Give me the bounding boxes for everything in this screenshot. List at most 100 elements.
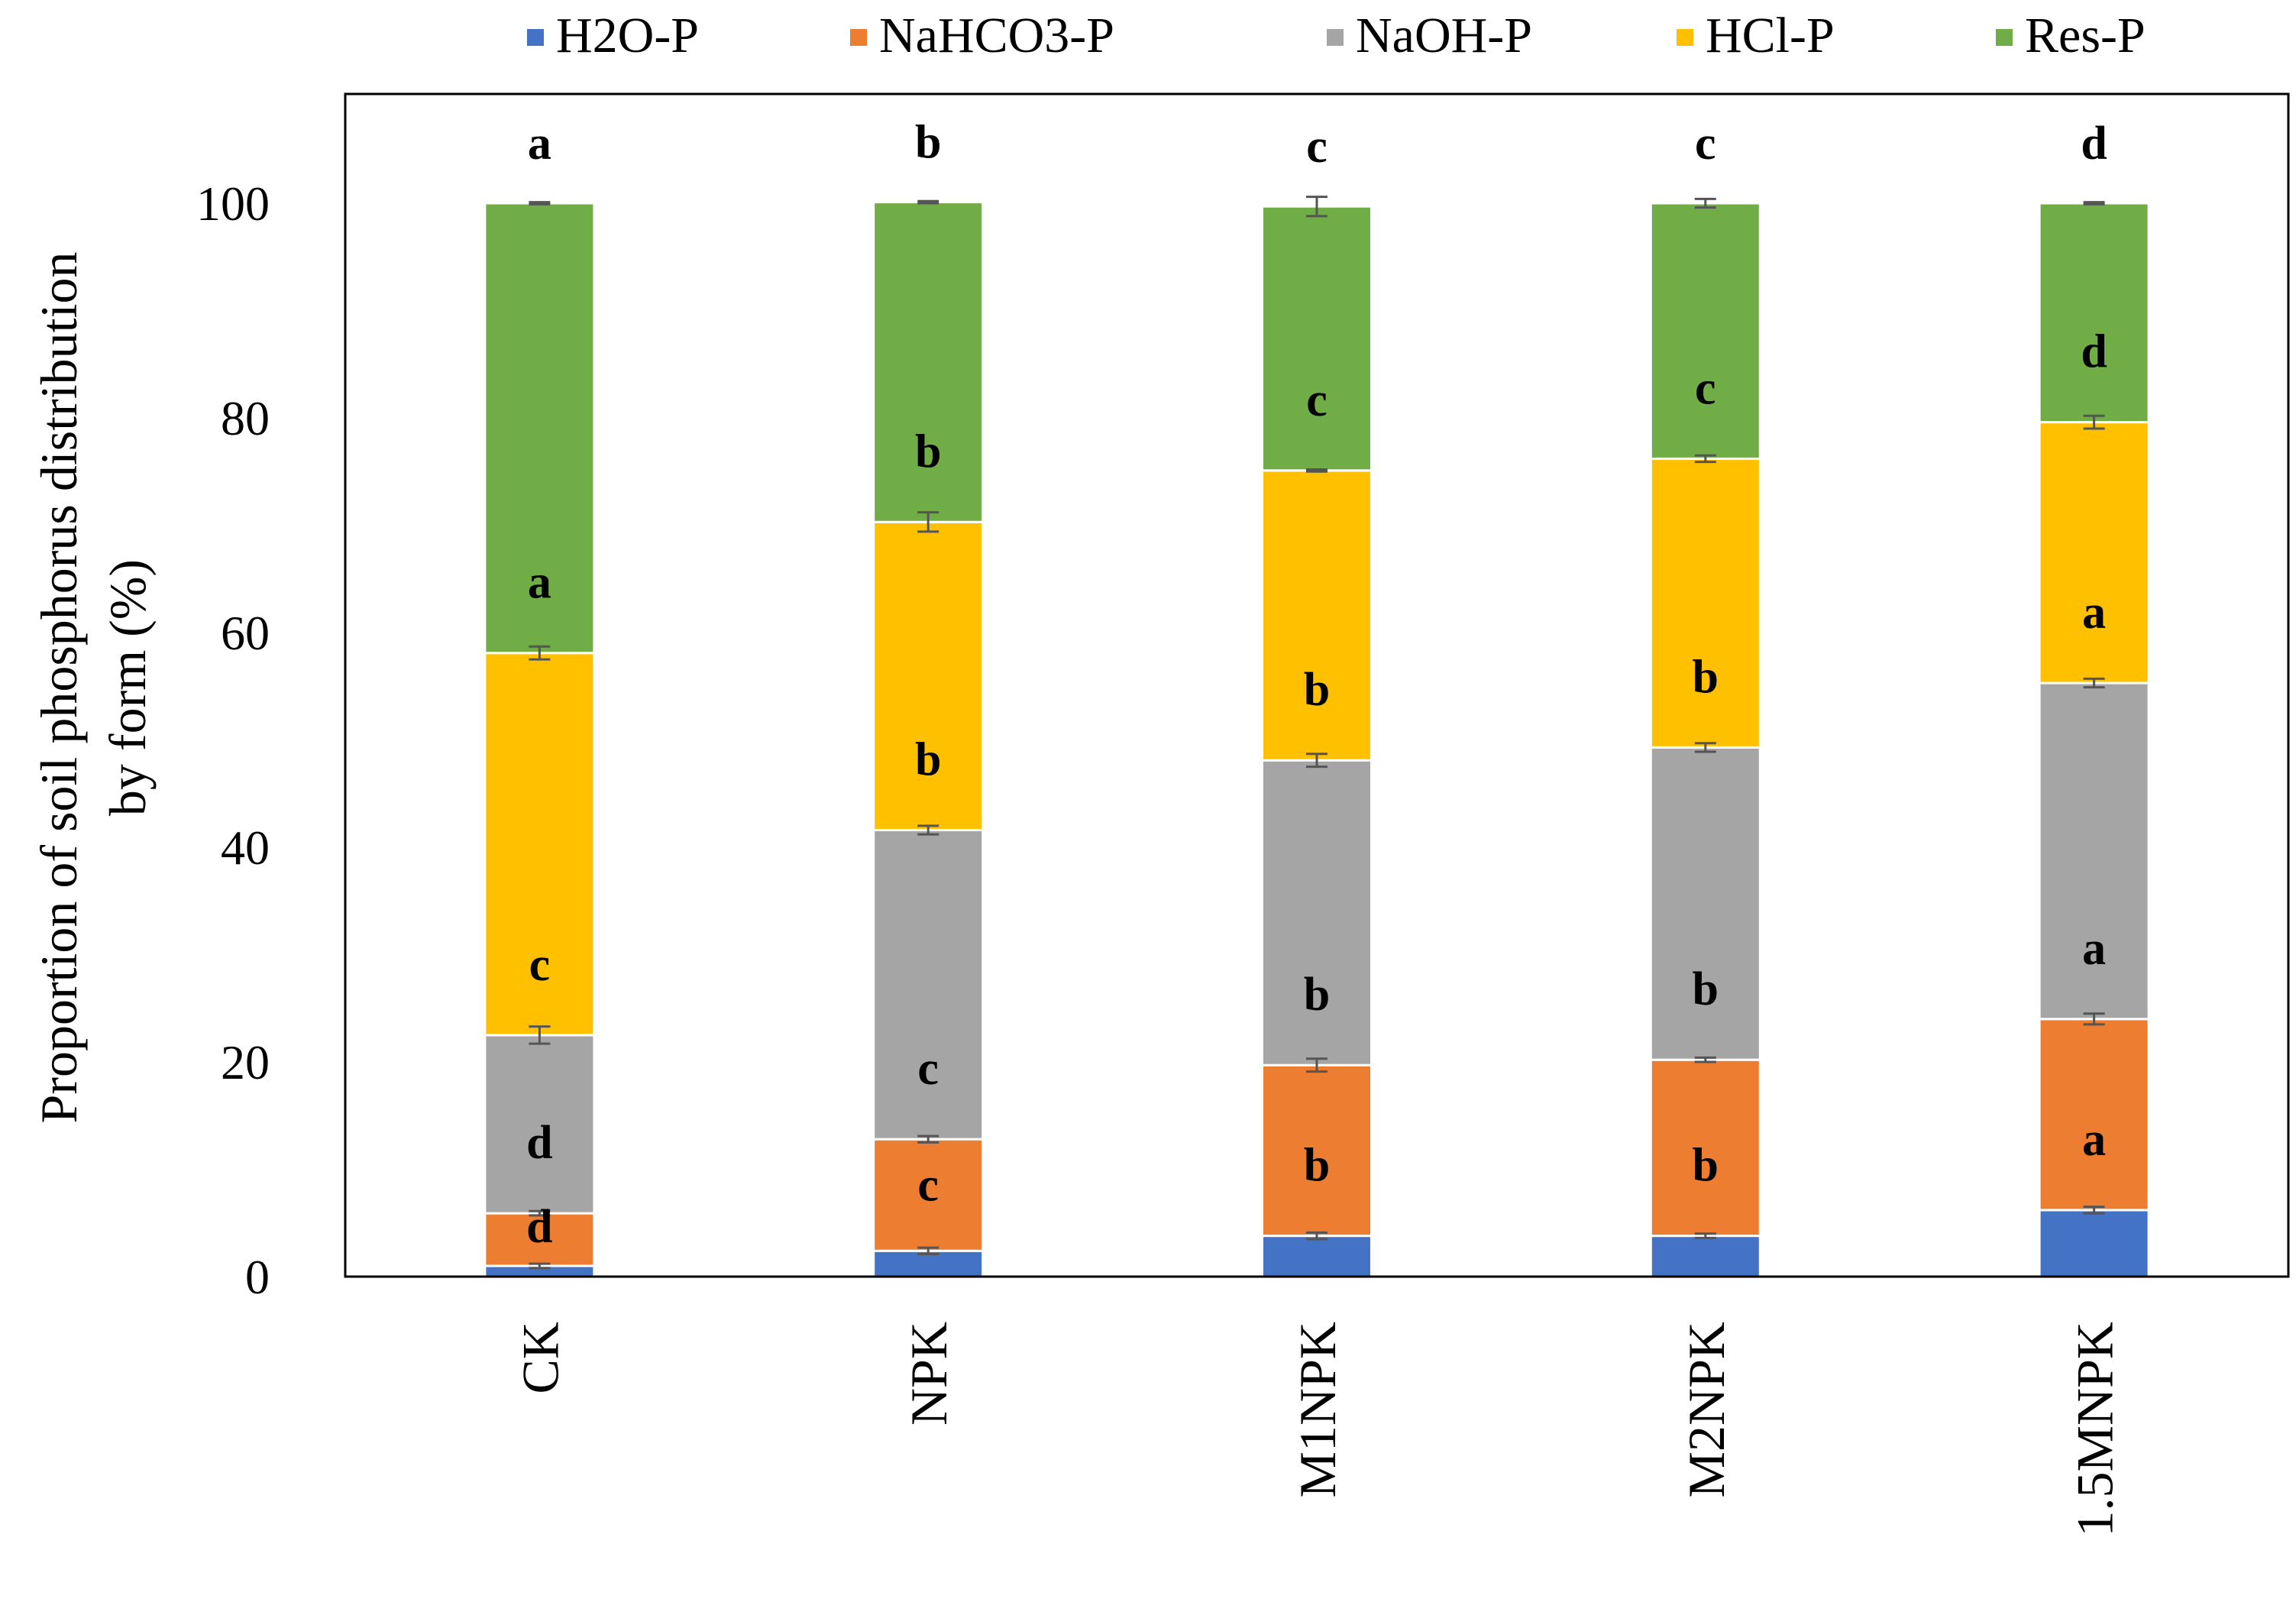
error-bar-m1npk-naoh-p <box>1306 753 1327 769</box>
bar-1-5mnpk-res-p <box>2038 202 2150 424</box>
letter-m1npk-hcl-p: c <box>1306 374 1327 426</box>
bar-m2npk-hcl-p <box>1649 457 1761 749</box>
letter-npk-res-p: b <box>915 117 941 169</box>
y-tick-label-80: 80 <box>221 391 270 445</box>
bar-npk-res-p <box>872 201 985 523</box>
letter-m2npk-nahco3-p: b <box>1693 963 1719 1015</box>
error-bar-ck-h2o-p <box>529 1262 551 1270</box>
error-bar-npk-hcl-p <box>917 511 939 533</box>
letter-m2npk-naoh-p: b <box>1693 651 1719 703</box>
legend-item-h2o-p: H2O-P <box>527 8 699 63</box>
bar-m2npk-h2o-p <box>1649 1235 1761 1278</box>
error-bar-m2npk-nahco3-p <box>1694 1056 1716 1063</box>
legend-item-nahco3-p: NaHCO3-P <box>850 8 1114 63</box>
error-bar-m1npk-h2o-p <box>1306 1231 1327 1241</box>
letter-m1npk-nahco3-p: b <box>1304 969 1330 1021</box>
legend-label-naoh-p: NaOH-P <box>1356 8 1532 63</box>
error-bar-ck-res-p <box>529 201 551 206</box>
bar-m2npk-res-p <box>1649 202 1761 460</box>
letter-npk-h2o-p: c <box>917 1160 939 1212</box>
letter-1-5mnpk-h2o-p: a <box>2082 1114 2106 1166</box>
letter-1-5mnpk-nahco3-p: a <box>2082 923 2106 975</box>
significance-letters: ddcaaaccbbbbbbbcccbbbcccaaaddd <box>526 117 2107 1253</box>
bar-npk-naoh-p <box>872 829 985 1141</box>
bar-ck-nahco3-p <box>483 1212 596 1267</box>
error-bar-m1npk-nahco3-p <box>1306 1057 1327 1073</box>
y-axis-label-line-2: by form (%) <box>99 559 157 816</box>
letter-ck-nahco3-p: d <box>526 1117 552 1169</box>
plot-area-frame <box>344 92 2290 1278</box>
y-tick-label-100: 100 <box>196 176 270 231</box>
letter-m2npk-h2o-p: b <box>1693 1140 1719 1192</box>
legend: H2O-P NaHCO3-P NaOH-P HCl-P Res-P <box>527 8 2146 63</box>
y-tick-label-40: 40 <box>221 821 270 875</box>
letter-npk-hcl-p: b <box>915 426 941 477</box>
error-bar-1-5mnpk-naoh-p <box>2083 677 2105 689</box>
y-tick-label-20: 20 <box>221 1035 270 1089</box>
legend-item-hcl-p: HCl-P <box>1677 8 1835 63</box>
bar-ck-hcl-p <box>483 652 596 1037</box>
error-bar-1-5mnpk-res-p <box>2083 201 2105 206</box>
letter-1-5mnpk-res-p: d <box>2081 118 2107 170</box>
legend-swatch-res-p <box>1996 29 2013 46</box>
letter-m1npk-naoh-p: b <box>1304 664 1330 716</box>
letter-ck-h2o-p: d <box>526 1201 552 1253</box>
bar-m1npk-res-p <box>1261 205 1373 472</box>
error-bar-m1npk-res-p <box>1306 196 1327 218</box>
x-tick-label-npk: NPK <box>900 1322 958 1426</box>
bar-npk-hcl-p <box>872 520 985 832</box>
error-bar-npk-nahco3-p <box>917 1135 939 1144</box>
error-bar-1-5mnpk-nahco3-p <box>2083 1012 2105 1026</box>
error-bar-ck-nahco3-p <box>529 1209 551 1217</box>
letter-m2npk-res-p: c <box>1695 118 1716 170</box>
bar-m1npk-h2o-p <box>1261 1235 1373 1278</box>
legend-swatch-h2o-p <box>527 29 544 46</box>
x-tick-label-1-5mnpk: 1.5MNPK <box>2066 1322 2124 1537</box>
x-tick-label-ck: CK <box>511 1322 569 1394</box>
error-bar-npk-h2o-p <box>917 1246 939 1255</box>
x-tick-label-m1npk: M1NPK <box>1289 1322 1347 1498</box>
error-bar-ck-naoh-p <box>529 1025 551 1045</box>
legend-swatch-hcl-p <box>1677 29 1693 46</box>
legend-label-nahco3-p: NaHCO3-P <box>879 8 1114 63</box>
bar-1-5mnpk-h2o-p <box>2038 1209 2150 1278</box>
y-tick-label-0: 0 <box>245 1250 270 1304</box>
letter-ck-hcl-p: a <box>528 557 551 609</box>
error-bar-m2npk-h2o-p <box>1694 1232 1716 1239</box>
bar-m1npk-hcl-p <box>1261 469 1373 762</box>
error-bar-npk-res-p <box>917 199 939 205</box>
y-axis-label-line-1: Proportion of soil phosphorus distributi… <box>30 252 88 1124</box>
legend-swatch-naoh-p <box>1327 29 1344 46</box>
x-axis-ticks: CK NPK M1NPK M2NPK 1.5MNPK <box>511 1322 2123 1537</box>
legend-item-naoh-p: NaOH-P <box>1327 8 1532 63</box>
y-axis-ticks: 0 20 40 60 80 100 <box>196 176 270 1304</box>
letter-m1npk-h2o-p: b <box>1304 1140 1330 1192</box>
error-bar-1-5mnpk-hcl-p <box>2083 414 2105 430</box>
error-bar-npk-naoh-p <box>917 824 939 836</box>
error-bars <box>529 196 2105 1270</box>
bar-1-5mnpk-nahco3-p <box>2038 1018 2150 1212</box>
bar-1-5mnpk-naoh-p <box>2038 681 2150 1021</box>
bar-m2npk-nahco3-p <box>1649 1058 1761 1238</box>
letter-m2npk-hcl-p: c <box>1695 362 1716 414</box>
bar-1-5mnpk-hcl-p <box>2038 421 2150 685</box>
letter-1-5mnpk-hcl-p: d <box>2081 326 2107 378</box>
legend-label-res-p: Res-P <box>2025 8 2146 63</box>
letter-npk-naoh-p: b <box>915 734 941 786</box>
error-bar-m1npk-hcl-p <box>1306 468 1327 473</box>
letter-m1npk-res-p: c <box>1306 121 1327 173</box>
letter-ck-naoh-p: c <box>529 939 551 991</box>
legend-item-res-p: Res-P <box>1996 8 2146 63</box>
letter-ck-res-p: a <box>528 118 551 170</box>
legend-label-h2o-p: H2O-P <box>556 8 699 63</box>
legend-label-hcl-p: HCl-P <box>1706 8 1835 63</box>
bars <box>483 201 2150 1278</box>
error-bar-ck-hcl-p <box>529 645 551 661</box>
letter-1-5mnpk-naoh-p: a <box>2082 587 2106 639</box>
y-tick-label-60: 60 <box>221 606 270 660</box>
legend-swatch-nahco3-p <box>850 29 867 46</box>
y-axis-label: Proportion of soil phosphorus distributi… <box>30 252 157 1124</box>
error-bar-m2npk-naoh-p <box>1694 742 1716 753</box>
error-bar-m2npk-res-p <box>1694 197 1716 209</box>
